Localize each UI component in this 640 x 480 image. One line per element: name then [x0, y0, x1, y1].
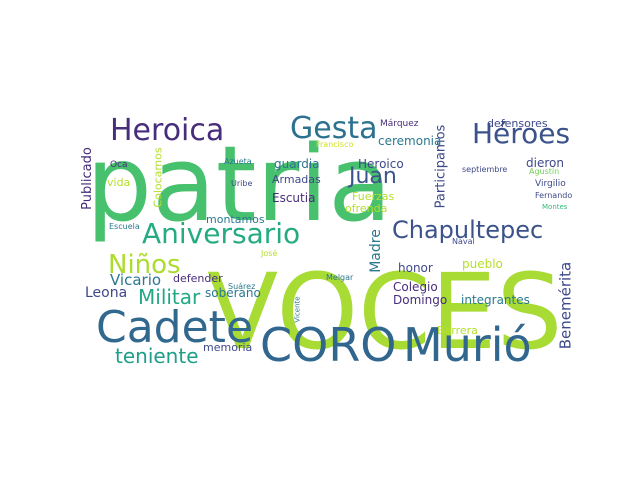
word-barrera: Barrera [437, 324, 478, 337]
word-gesta: Gesta [290, 111, 378, 146]
word-montes: Montes [542, 203, 568, 211]
word-colocamos: Colocamos [151, 147, 165, 208]
word-escutia: Escutia [272, 191, 316, 205]
word-guardia: guardia [274, 157, 320, 171]
word-heroico: Heroico [358, 157, 404, 171]
word-armadas: Armadas [272, 173, 321, 186]
word-jose: José [261, 249, 278, 258]
word-heroica: Heroica [110, 113, 225, 148]
word-francisco: Francisco [316, 140, 354, 149]
word-ofrenda: ofrenda [345, 202, 388, 215]
word-juan: Juan [349, 164, 397, 189]
word-honor: honor [398, 261, 433, 275]
word-septiembre: septiembre [462, 165, 508, 174]
word-domingo: Domingo [393, 293, 448, 307]
word-voces: VOCES [207, 251, 563, 373]
word-chapultepec: Chapultepec [392, 216, 544, 244]
word-leona: Leona [85, 285, 128, 301]
word-agustin: Agustín [529, 167, 560, 176]
word-colegio: Colegio [393, 280, 438, 294]
word-memoria: memoria [203, 341, 253, 354]
word-suarez: Suárez [228, 282, 256, 291]
word-naval: Naval [452, 237, 475, 246]
word-benemerita: Benemérita [556, 261, 575, 350]
word-vida: vida [107, 176, 131, 189]
word-militar: Militar [138, 285, 201, 309]
word-melgar: Melgar [326, 273, 354, 282]
word-ceremonia: ceremonia [378, 134, 442, 148]
word-patria: patria [86, 123, 392, 245]
word-fernando: Fernando [535, 191, 573, 200]
word-teniente: teniente [115, 344, 199, 368]
word-madre: Madre [367, 229, 384, 273]
word-virgilio: Virgilio [535, 179, 566, 189]
word-integrantes: integrantes [461, 293, 530, 307]
word-soberano: soberano [205, 286, 261, 300]
word-coro: CORO [260, 318, 397, 372]
word-vicario: Vicario [110, 271, 162, 289]
word-cadete: Cadete [96, 302, 254, 353]
word-defender: defender [173, 272, 223, 285]
word-dieron: dieron [526, 156, 564, 170]
word-heroes: Héroes [472, 117, 571, 150]
word-murio: Murió [403, 318, 532, 372]
word-escuela: Escuela [109, 222, 140, 231]
word-pueblo: pueblo [462, 257, 503, 271]
word-azueta: Azueta [224, 157, 252, 166]
word-publicado: Publicado [79, 147, 95, 210]
word-oca: Oca [110, 160, 128, 170]
word-ninos: Niños [108, 250, 181, 280]
word-montamos: montamos [206, 213, 265, 226]
word-fuerzas: Fuerzas [352, 190, 395, 203]
word-uribe: Uribe [231, 179, 253, 188]
word-marquez: Márquez [380, 119, 419, 129]
word-aniversario: Aniversario [142, 217, 301, 250]
word-defensores: defensores [487, 117, 548, 130]
word-vicente: Vicente [293, 296, 302, 323]
